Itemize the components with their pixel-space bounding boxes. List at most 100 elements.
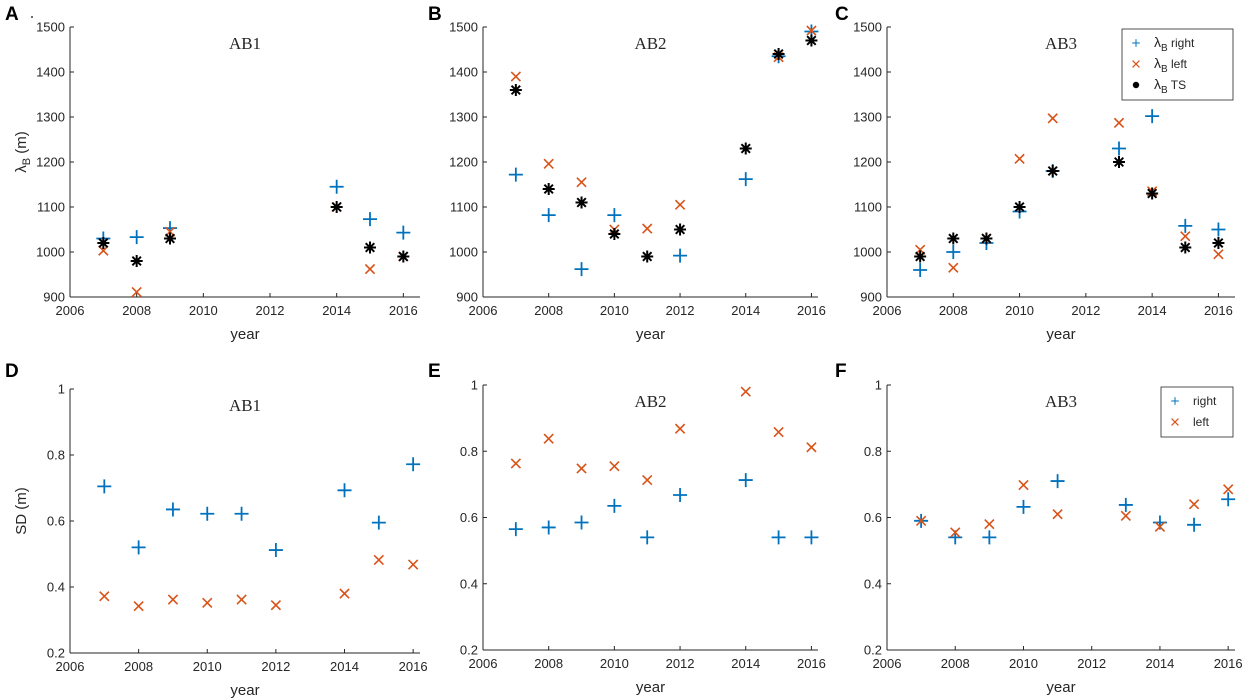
- x-tick-label: 2016: [389, 303, 418, 318]
- panel-letter: E: [428, 361, 441, 382]
- y-tick-label: 1: [471, 378, 478, 393]
- x-tick-label: 2014: [1138, 303, 1167, 318]
- panel-letter: D: [5, 361, 19, 382]
- data-point: [1018, 479, 1029, 491]
- data-point: [330, 201, 343, 213]
- y-tick-label: 900: [860, 290, 882, 305]
- data-point: [1179, 241, 1192, 254]
- data-point: [1145, 109, 1160, 124]
- x-tick-label: 2010: [189, 303, 218, 318]
- legend-box: [1160, 386, 1234, 438]
- legend-label: right: [1193, 394, 1217, 408]
- x-tick-label: 2006: [873, 656, 902, 671]
- data-point: [1046, 165, 1059, 177]
- y-tick-label: 1200: [853, 155, 882, 170]
- data-point: [642, 223, 653, 234]
- data-point: [607, 208, 622, 223]
- data-point: [363, 212, 377, 227]
- data-point: [1014, 153, 1025, 165]
- y-tick-label: 0.4: [864, 576, 882, 591]
- x-tick-label: 2016: [1214, 656, 1243, 671]
- data-point: [131, 286, 142, 298]
- data-point: [97, 237, 110, 249]
- data-point: [1047, 113, 1058, 124]
- x-axis-label: year: [636, 679, 665, 696]
- data-point: [1211, 222, 1226, 237]
- y-tick-label: 1500: [449, 20, 478, 35]
- data-point: [948, 262, 959, 273]
- series-left: [98, 201, 409, 298]
- panel-title: AB2: [634, 34, 666, 53]
- y-tick-label: 0.4: [47, 580, 65, 595]
- series-right: [914, 474, 1236, 545]
- legend-marker: [1132, 39, 1140, 47]
- y-tick-label: 0.6: [864, 510, 882, 525]
- data-point: [270, 599, 282, 611]
- x-tick-label: 2006: [469, 303, 498, 318]
- data-point: [1112, 141, 1126, 156]
- series-right: [97, 457, 421, 558]
- x-tick-label: 2012: [1077, 656, 1106, 671]
- data-point: [1187, 517, 1202, 532]
- data-point: [950, 527, 961, 538]
- y-tick-label: 0.2: [460, 643, 478, 658]
- panel-e: E 2006 2008 2010 2012 2014 2016 0.2 0.4 0.6 0.8 1 ye…: [428, 361, 826, 696]
- series-ts: [509, 34, 818, 263]
- series-right: [508, 473, 819, 545]
- y-tick-label: 1200: [36, 155, 65, 170]
- data-point: [407, 559, 419, 570]
- panel-title: AB2: [634, 392, 666, 411]
- data-point: [98, 245, 109, 256]
- data-point: [806, 442, 817, 453]
- x-tick-label: 2010: [1009, 656, 1038, 671]
- x-tick-label: 2012: [1071, 303, 1100, 318]
- legend-marker: [1171, 397, 1179, 405]
- x-tick-label: 2014: [731, 303, 760, 318]
- y-tick-label: 0.2: [864, 643, 882, 658]
- panel-letter: F: [835, 361, 847, 382]
- data-point: [543, 158, 554, 169]
- y-tick-label: 900: [456, 290, 478, 305]
- data-point: [510, 71, 522, 82]
- x-tick-label: 2012: [261, 659, 290, 674]
- y-tick-label: 1400: [36, 65, 65, 80]
- series-ts: [97, 201, 410, 267]
- x-tick-label: 2014: [1145, 656, 1174, 671]
- legend-marker: [1171, 418, 1179, 426]
- data-point: [164, 232, 176, 245]
- y-tick-label: 0.8: [460, 444, 478, 459]
- panel-letter: B: [428, 4, 442, 25]
- x-axis-label: year: [1046, 326, 1075, 343]
- panel-title: AB1: [229, 396, 261, 415]
- data-point: [673, 248, 688, 263]
- data-point: [236, 594, 247, 605]
- legend-label: left: [1193, 415, 1210, 429]
- y-tick-label: 1500: [36, 20, 65, 35]
- x-tick-label: 2012: [256, 303, 285, 318]
- x-tick-label: 2006: [56, 303, 85, 318]
- y-tick-label: 1300: [853, 110, 882, 125]
- y-tick-label: 1100: [37, 200, 65, 215]
- data-point: [738, 172, 753, 187]
- data-point: [364, 263, 376, 275]
- series-right: [96, 179, 411, 246]
- data-point: [574, 515, 589, 530]
- data-point: [1118, 497, 1133, 512]
- y-tick-label: 1500: [853, 20, 882, 35]
- data-point: [576, 463, 587, 474]
- series-right: [913, 109, 1226, 277]
- legend-label: λB TS: [1154, 76, 1186, 96]
- panel-f: F 2006 2008 2010 2012 2014 2016 0.2 0.4 0.6 0.8 1 ye…: [835, 361, 1243, 696]
- data-point: [329, 179, 344, 194]
- data-point: [642, 474, 653, 486]
- y-tick-label: 1400: [449, 65, 478, 80]
- series-left: [99, 554, 419, 612]
- data-point: [202, 597, 213, 609]
- data-point: [641, 250, 654, 263]
- data-point: [268, 543, 283, 558]
- legend-label: λB left: [1154, 55, 1188, 75]
- x-axis-label: year: [636, 326, 665, 343]
- data-point: [541, 520, 556, 535]
- data-point: [804, 530, 819, 545]
